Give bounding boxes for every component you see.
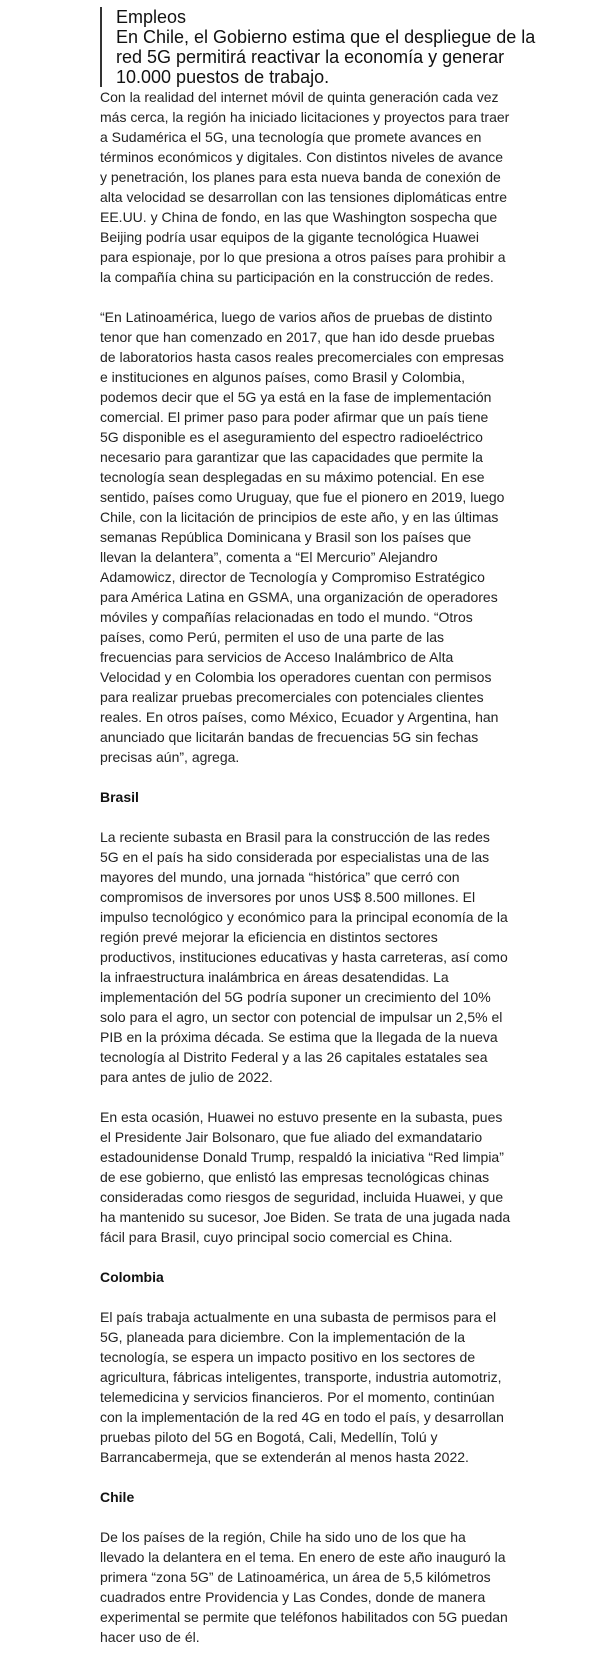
paragraph: Con la realidad del internet móvil de qu… bbox=[100, 87, 540, 287]
paragraph-line: estadounidense Donald Trump, respaldó la… bbox=[100, 1149, 504, 1165]
paragraph-line: la infraestructura inalámbrica en áreas … bbox=[100, 969, 449, 985]
paragraph-line: 5G, planeada para diciembre. Con la impl… bbox=[100, 1329, 465, 1345]
paragraph-line: región prevé mejorar la eficiencia en di… bbox=[100, 929, 438, 945]
paragraph-line: para antes de julio de 2022. bbox=[100, 1069, 273, 1085]
paragraph-line: 5G en el país ha sido considerada por es… bbox=[100, 849, 490, 865]
paragraph-line: y penetración, los planes para esta nuev… bbox=[100, 169, 501, 185]
section-heading: Brasil bbox=[100, 787, 540, 807]
paragraph: De los países de la región, Chile ha sid… bbox=[100, 1527, 540, 1647]
paragraph-line: alta velocidad se desarrollan con las te… bbox=[100, 189, 508, 205]
paragraph-line: Adamowicz, director de Tecnología y Comp… bbox=[100, 569, 485, 585]
paragraph-line: mayores del mundo, una jornada “históric… bbox=[100, 869, 460, 885]
paragraph-line: tecnología al Distrito Federal y a las 2… bbox=[100, 1049, 488, 1065]
paragraph-line: términos económicos y digitales. Con dis… bbox=[100, 149, 504, 165]
paragraph-line: La reciente subasta en Brasil para la co… bbox=[100, 829, 490, 845]
paragraph-line: Beijing podría usar equipos de la gigant… bbox=[100, 229, 480, 245]
paragraph: En esta ocasión, Huawei no estuvo presen… bbox=[100, 1107, 540, 1247]
paragraph-line: experimental se permite que teléfonos ha… bbox=[100, 1609, 508, 1625]
paragraph-line: móviles y compañías relacionadas en todo… bbox=[100, 609, 473, 625]
section-heading-text: Brasil bbox=[100, 789, 139, 805]
paragraph-line: hacer uso de él. bbox=[100, 1629, 200, 1645]
paragraph-line: e instituciones en algunos países, como … bbox=[100, 369, 465, 385]
paragraph: La reciente subasta en Brasil para la co… bbox=[100, 827, 540, 1087]
pull-quote-title: Empleos bbox=[116, 7, 187, 27]
paragraph-line: podemos decir que el 5G ya está en la fa… bbox=[100, 389, 492, 405]
paragraph-line: Barrancabermeja, que se extenderán al me… bbox=[100, 1449, 469, 1465]
paragraph-line: sentido, países como Uruguay, que fue el… bbox=[100, 489, 505, 505]
article-body: Con la realidad del internet móvil de qu… bbox=[100, 87, 540, 1667]
paragraph-line: anunciado que licitarán bandas de frecue… bbox=[100, 729, 479, 745]
paragraph-line: de ese gobierno, que enlistó las empresa… bbox=[100, 1169, 490, 1185]
pull-quote: Empleos En Chile, el Gobierno estima que … bbox=[100, 7, 586, 87]
paragraph-line: tenor que han comenzado en 2017, que han… bbox=[100, 329, 495, 345]
paragraph-line: Velocidad y en Colombia los operadores c… bbox=[100, 669, 492, 685]
paragraph-line: El país trabaja actualmente en una subas… bbox=[100, 1309, 497, 1325]
paragraph-line: implementación del 5G podría suponer un … bbox=[100, 989, 491, 1005]
paragraph-line: agricultura, fábricas inteligentes, tran… bbox=[100, 1369, 502, 1385]
section-heading: Colombia bbox=[100, 1267, 540, 1287]
paragraph-line: países, como Perú, permiten el uso de un… bbox=[100, 629, 444, 645]
paragraph: “En Latinoamérica, luego de varios años … bbox=[100, 307, 540, 767]
paragraph-line: 5G disponible es el aseguramiento del es… bbox=[100, 429, 483, 445]
paragraph-line: primera “zona 5G” de Latinoamérica, un á… bbox=[100, 1569, 491, 1585]
paragraph-line: impulso tecnológico y económico para la … bbox=[100, 909, 508, 925]
paragraph-line: “En Latinoamérica, luego de varios años … bbox=[100, 309, 493, 325]
paragraph-line: frecuencias para servicios de Acceso Ina… bbox=[100, 649, 454, 665]
paragraph-line: la compañía china su participación en la… bbox=[100, 269, 494, 285]
paragraph-line: solo para el agro, un sector con potenci… bbox=[100, 1009, 503, 1025]
paragraph-line: pruebas piloto del 5G en Bogotá, Cali, M… bbox=[100, 1429, 438, 1445]
paragraph-line: para espionaje, por lo que presiona a ot… bbox=[100, 249, 506, 265]
paragraph-line: EE.UU. y China de fondo, en las que Wash… bbox=[100, 209, 498, 225]
paragraph-line: En esta ocasión, Huawei no estuvo presen… bbox=[100, 1109, 503, 1125]
paragraph-line: a Sudamérica el 5G, una tecnología que p… bbox=[100, 129, 482, 145]
pull-quote-line: En Chile, el Gobierno estima que el desp… bbox=[116, 27, 536, 47]
paragraph-line: fácil para Brasil, cuyo principal socio … bbox=[100, 1229, 453, 1245]
paragraph-line: para realizar pruebas precomerciales con… bbox=[100, 689, 484, 705]
section-heading-text: Colombia bbox=[100, 1269, 164, 1285]
paragraph-line: Chile, con la licitación de principios d… bbox=[100, 509, 499, 525]
section-heading-text: Chile bbox=[100, 1489, 135, 1505]
paragraph: El país trabaja actualmente en una subas… bbox=[100, 1307, 540, 1467]
paragraph-line: precisas aún”, agrega. bbox=[100, 749, 240, 765]
paragraph-line: consideradas como riesgos de seguridad, … bbox=[100, 1189, 504, 1205]
paragraph-line: reales. En otros países, como México, Ec… bbox=[100, 709, 499, 725]
section-heading: Chile bbox=[100, 1487, 540, 1507]
paragraph-line: compromisos de inversores por unos US$ 8… bbox=[100, 889, 476, 905]
paragraph-line: semanas República Dominicana y Brasil so… bbox=[100, 529, 472, 545]
pull-quote-line: red 5G permitirá reactivar la economía y… bbox=[116, 47, 505, 67]
paragraph-line: para América Latina en GSMA, una organiz… bbox=[100, 589, 498, 605]
paragraph-line: de laboratorios hasta casos reales preco… bbox=[100, 349, 504, 365]
paragraph-line: ha mantenido su sucesor, Joe Biden. Se t… bbox=[100, 1209, 511, 1225]
paragraph-line: con la implementación de la red 4G en to… bbox=[100, 1409, 504, 1425]
pull-quote-line: 10.000 puestos de trabajo. bbox=[116, 67, 330, 87]
paragraph-line: De los países de la región, Chile ha sid… bbox=[100, 1529, 466, 1545]
paragraph-line: más cerca, la región ha iniciado licitac… bbox=[100, 109, 510, 125]
paragraph-line: Con la realidad del internet móvil de qu… bbox=[100, 89, 499, 105]
paragraph-line: llevan la delantera”, comenta a “El Merc… bbox=[100, 549, 438, 565]
paragraph-line: cuadrados entre Providencia y Las Condes… bbox=[100, 1589, 486, 1605]
paragraph-line: necesario para garantizar que las capaci… bbox=[100, 449, 483, 465]
paragraph-line: comercial. El primer paso para poder afi… bbox=[100, 409, 489, 425]
paragraph-line: tecnología, se espera un impacto positiv… bbox=[100, 1349, 476, 1365]
paragraph-line: tecnología sean desplegadas en su máximo… bbox=[100, 469, 485, 485]
paragraph-line: el Presidente Jair Bolsonaro, que fue al… bbox=[100, 1129, 483, 1145]
paragraph-line: llevado la delantera en el tema. En ener… bbox=[100, 1549, 506, 1565]
paragraph-line: telemedicina y servicios financieros. Po… bbox=[100, 1389, 495, 1405]
paragraph-line: productivos, instituciones educativas y … bbox=[100, 949, 508, 965]
paragraph-line: PIB en la próxima década. Se estima que … bbox=[100, 1029, 498, 1045]
